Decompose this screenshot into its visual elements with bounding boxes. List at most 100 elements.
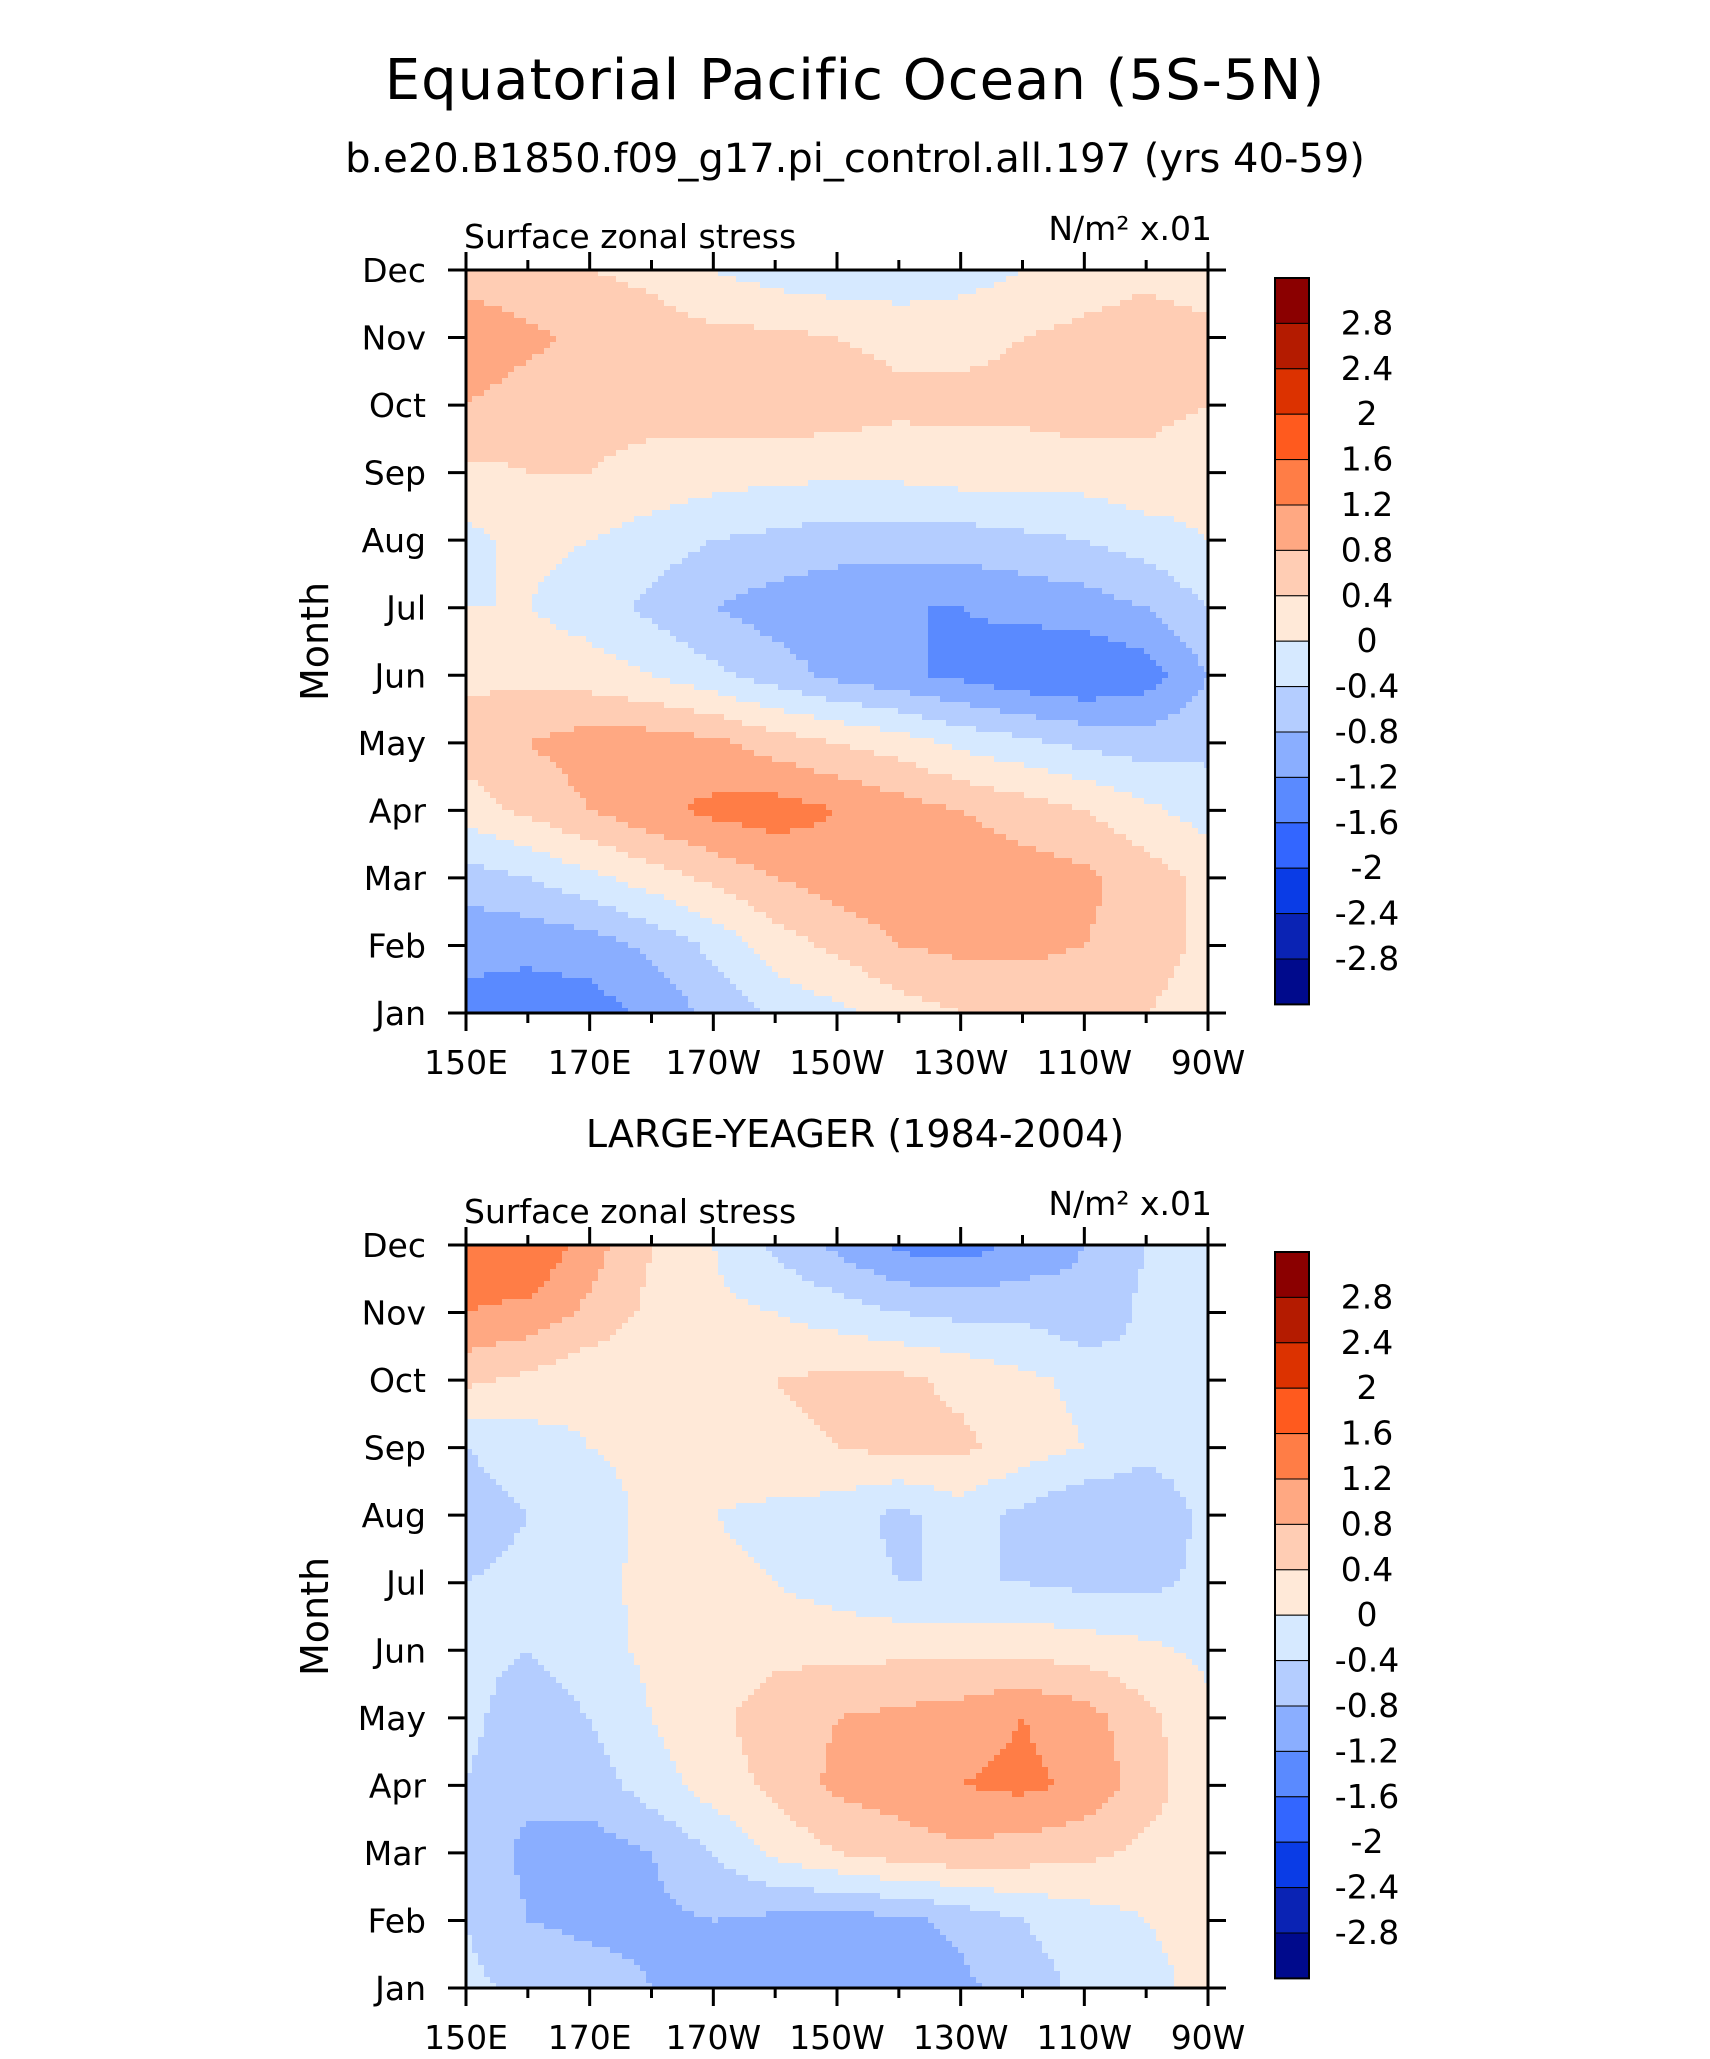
colorbar-swatch (1274, 640, 1310, 688)
x-tick-label: 170E (548, 1043, 632, 1082)
y-tick-label: Mar (364, 859, 427, 898)
colorbar-swatch (1274, 1705, 1310, 1752)
y-tick-label: Jul (384, 1564, 426, 1603)
colorbar-swatch (1274, 776, 1310, 824)
x-tick-label: 170W (666, 2018, 762, 2057)
colorbar-label: 2.4 (1341, 349, 1393, 388)
y-tick-label: Feb (368, 926, 426, 965)
colorbar-swatch (1274, 1796, 1310, 1843)
colorbar-label: -2.4 (1335, 1868, 1399, 1907)
colorbar-swatch (1274, 867, 1310, 915)
y-tick-label: Mar (364, 1834, 427, 1873)
colorbar-label: -2.4 (1335, 894, 1399, 933)
x-tick-label: 150E (424, 1043, 508, 1082)
y-axis-label: Month (293, 582, 337, 701)
colorbar-swatch (1274, 459, 1310, 506)
colorbar-swatch (1274, 958, 1310, 1005)
x-tick-label: 110W (1037, 1043, 1133, 1082)
y-tick-label: Jun (372, 1631, 426, 1670)
y-tick-label: Aug (362, 1496, 426, 1535)
colorbar: 2.8 2.4 2 1.6 1.2 0.8 0.4 0 -0.4 -0.8 -1.2 -1.6 -2 -2… (1274, 277, 1399, 1006)
colorbar-swatch (1274, 1569, 1310, 1616)
colorbar-swatch (1274, 549, 1310, 597)
colorbar-frame (1274, 277, 1310, 1006)
colorbar-swatch (1274, 595, 1310, 642)
colorbar-label: -2 (1351, 1822, 1384, 1861)
colorbar-swatch (1274, 731, 1310, 778)
colorbar-label: 0.4 (1341, 576, 1393, 615)
variable-label: Surface zonal stress (464, 217, 796, 256)
y-tick-label: Aug (362, 521, 426, 560)
colorbar-label: 2.8 (1341, 303, 1393, 342)
colorbar-swatch (1274, 1387, 1310, 1435)
colorbar-swatch (1274, 368, 1310, 415)
colorbar: 2.8 2.4 2 1.6 1.2 0.8 0.4 0 -0.4 -0.8 -1.2 -1.6 -2 -2… (1274, 1251, 1399, 1980)
subtitle: b.e20.B1850.f09_g17.pi_control.all.197 (… (0, 136, 1710, 182)
y-tick-label: Oct (369, 386, 426, 425)
colorbar-swatch (1274, 686, 1310, 733)
colorbar-frame (1274, 1251, 1310, 1980)
colorbar-label: -2 (1351, 848, 1384, 887)
main-title: Equatorial Pacific Ocean (5S-5N) (0, 48, 1710, 113)
colorbar-label: 2.4 (1341, 1323, 1393, 1362)
colorbar-label: -0.8 (1335, 1686, 1399, 1725)
colorbar-label: -0.4 (1335, 667, 1399, 706)
y-axis-label: Month (293, 1557, 337, 1676)
x-tick-label: 170E (548, 2018, 632, 2057)
colorbar-swatch (1274, 913, 1310, 960)
units-label: N/m² x.01 (1048, 1184, 1212, 1223)
colorbar-swatch (1274, 1478, 1310, 1525)
contour-field (466, 1245, 1208, 1988)
y-tick-label: Jul (384, 589, 426, 628)
x-tick-label: 90W (1171, 2018, 1246, 2057)
colorbar-label: -2.8 (1335, 939, 1399, 978)
colorbar-label: 1.2 (1341, 1459, 1393, 1498)
colorbar-swatch (1274, 1660, 1310, 1707)
y-tick-label: Jan (373, 994, 426, 1033)
y-tick-label: Oct (369, 1361, 426, 1400)
colorbar-label: 0.4 (1341, 1550, 1393, 1589)
x-tick-label: 150W (789, 1043, 885, 1082)
colorbar-swatch (1274, 822, 1310, 869)
colorbar-label: 1.6 (1341, 1414, 1393, 1453)
x-tick-label: 170W (666, 1043, 762, 1082)
colorbar-swatch (1274, 504, 1310, 551)
colorbar-label: -1.6 (1335, 803, 1399, 842)
colorbar-swatch (1274, 322, 1310, 370)
colorbar-label: -2.8 (1335, 1913, 1399, 1952)
y-tick-label: May (358, 1699, 426, 1738)
colorbar-swatch (1274, 1887, 1310, 1934)
x-tick-label: 90W (1171, 1043, 1246, 1082)
y-tick-label: Feb (368, 1901, 426, 1940)
contour-field (466, 270, 1208, 1013)
y-tick-label: Nov (362, 319, 426, 358)
x-tick-label: 150E (424, 2018, 508, 2057)
y-tick-label: Dec (362, 251, 426, 290)
y-tick-label: Apr (369, 791, 427, 830)
colorbar-swatch (1274, 1296, 1310, 1344)
x-tick-label: 130W (913, 2018, 1009, 2057)
y-tick-label: Apr (369, 1766, 427, 1805)
colorbar-label: 2 (1357, 394, 1378, 433)
colorbar-label: -1.6 (1335, 1777, 1399, 1816)
y-tick-label: Sep (364, 454, 426, 493)
variable-label: Surface zonal stress (464, 1192, 796, 1231)
colorbar-label: 0.8 (1341, 1504, 1393, 1543)
colorbar-swatch (1274, 1251, 1310, 1298)
colorbar-swatch (1274, 1750, 1310, 1798)
colorbar-swatch (1274, 413, 1310, 461)
colorbar-swatch (1274, 1932, 1310, 1979)
colorbar-swatch (1274, 1841, 1310, 1889)
colorbar-swatch (1274, 1523, 1310, 1571)
colorbar-label: -1.2 (1335, 1731, 1399, 1770)
colorbar-label: -0.8 (1335, 712, 1399, 751)
colorbar-swatch (1274, 1433, 1310, 1480)
x-tick-label: 130W (913, 1043, 1009, 1082)
x-tick-label: 150W (789, 2018, 885, 2057)
colorbar-swatch (1274, 1614, 1310, 1662)
y-tick-label: May (358, 724, 426, 763)
colorbar-swatch (1274, 1342, 1310, 1389)
x-tick-label: 110W (1037, 2018, 1133, 2057)
colorbar-label: 2.8 (1341, 1277, 1393, 1316)
